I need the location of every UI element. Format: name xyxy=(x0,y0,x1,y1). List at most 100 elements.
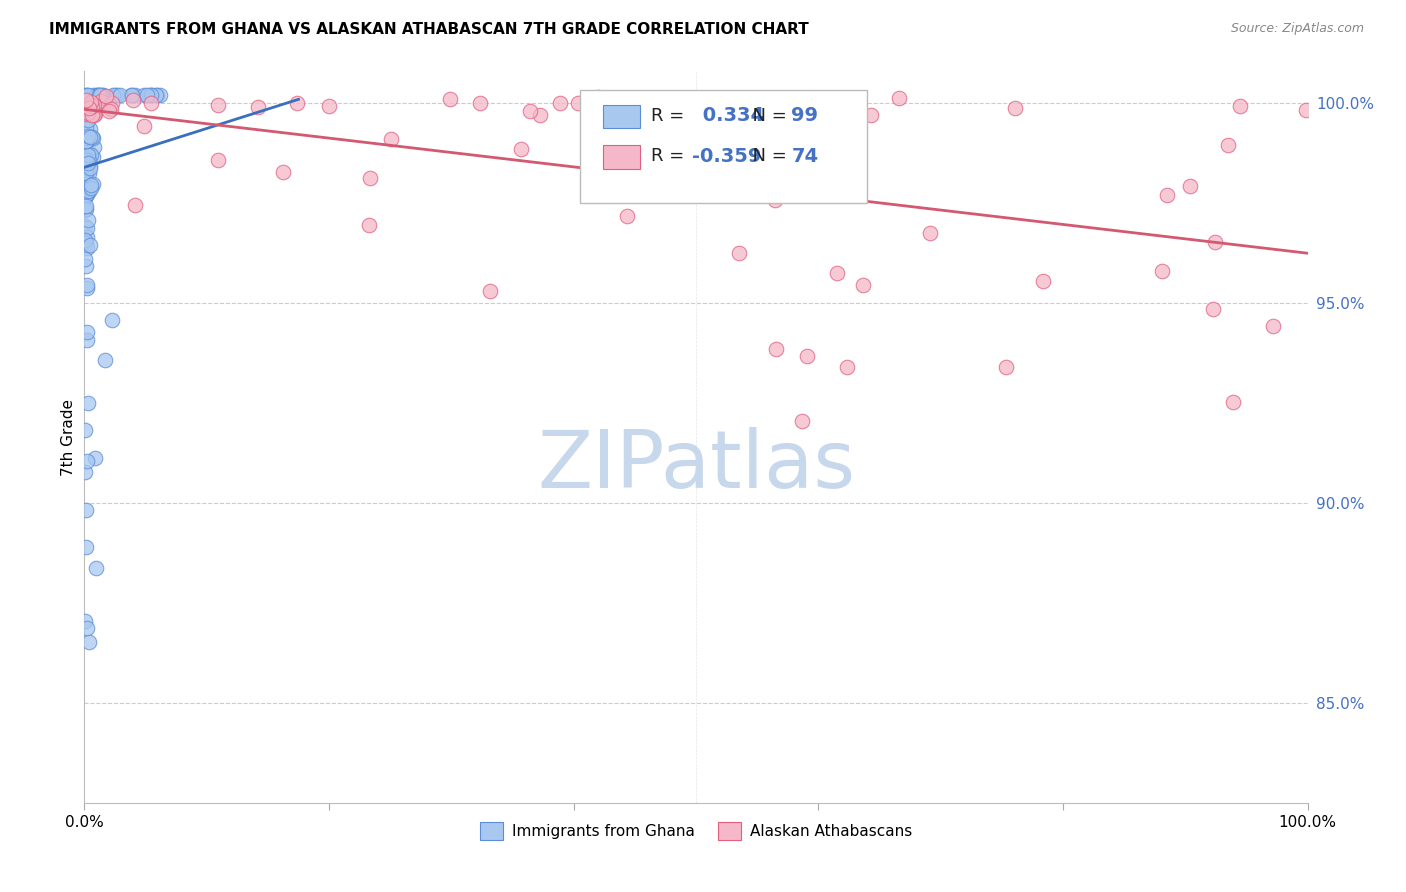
Point xyxy=(79,101,101,115)
Point xyxy=(139,88,162,103)
Point xyxy=(75,188,97,202)
Point xyxy=(859,108,882,122)
Point xyxy=(796,349,818,363)
Point xyxy=(75,93,97,107)
Point xyxy=(82,99,104,113)
Point xyxy=(643,95,665,109)
Point xyxy=(79,97,101,112)
Point xyxy=(146,88,169,103)
Point xyxy=(73,465,96,479)
Point xyxy=(86,88,108,103)
Point xyxy=(887,90,910,104)
Point xyxy=(1295,103,1317,117)
Point xyxy=(75,202,97,217)
Point xyxy=(79,159,101,173)
Point xyxy=(82,88,104,103)
Point xyxy=(79,121,101,136)
Point xyxy=(76,180,98,194)
Point xyxy=(76,278,98,293)
Point xyxy=(77,145,100,159)
Point xyxy=(586,90,609,104)
Point xyxy=(82,107,104,121)
Point xyxy=(75,260,97,274)
Text: 99: 99 xyxy=(792,106,818,126)
Point xyxy=(73,252,96,267)
Point xyxy=(617,96,640,111)
Point xyxy=(763,193,786,207)
Point xyxy=(79,181,101,195)
Point xyxy=(89,88,111,103)
Point xyxy=(707,109,730,123)
Point xyxy=(76,333,98,347)
Point xyxy=(98,101,121,115)
Point xyxy=(83,98,105,112)
FancyBboxPatch shape xyxy=(603,105,640,128)
Point xyxy=(468,96,491,111)
Point xyxy=(76,241,98,255)
Point xyxy=(76,88,98,103)
Point xyxy=(852,277,875,292)
Point xyxy=(108,88,131,103)
Point xyxy=(76,128,98,143)
Point xyxy=(357,218,380,232)
Point xyxy=(75,233,97,247)
Point xyxy=(82,150,104,164)
Point xyxy=(1263,319,1285,334)
Point xyxy=(439,92,461,106)
Point xyxy=(75,183,97,197)
Point xyxy=(529,108,551,122)
Point xyxy=(96,88,118,103)
Point xyxy=(76,621,98,635)
Text: 74: 74 xyxy=(792,146,818,166)
Point xyxy=(1216,138,1239,153)
FancyBboxPatch shape xyxy=(603,145,640,169)
Point xyxy=(845,143,868,157)
Point xyxy=(80,147,103,161)
Point xyxy=(101,88,124,103)
Point xyxy=(132,88,155,103)
Point xyxy=(105,88,128,103)
Point xyxy=(75,503,97,517)
Point xyxy=(82,131,104,145)
Point xyxy=(98,104,121,119)
Point xyxy=(1156,188,1178,202)
Point xyxy=(94,352,117,367)
Point xyxy=(75,187,97,202)
Point xyxy=(149,88,172,103)
Point xyxy=(80,108,103,122)
Point xyxy=(75,199,97,213)
Point xyxy=(77,213,100,227)
Point xyxy=(79,130,101,145)
Point xyxy=(77,106,100,120)
Point xyxy=(1032,274,1054,288)
Point xyxy=(75,120,97,135)
Point xyxy=(1004,101,1026,115)
Point xyxy=(79,161,101,175)
Point xyxy=(567,95,589,110)
Point xyxy=(76,175,98,189)
Point xyxy=(79,185,101,199)
Point xyxy=(87,88,110,103)
Point xyxy=(765,343,787,357)
Point xyxy=(75,166,97,180)
Point xyxy=(100,312,122,326)
Point xyxy=(76,454,98,468)
Point xyxy=(75,614,97,628)
Point xyxy=(84,88,107,103)
Point xyxy=(380,132,402,146)
Point xyxy=(80,95,103,109)
Point xyxy=(835,360,858,375)
Point xyxy=(318,99,340,113)
Point xyxy=(132,120,155,134)
Point xyxy=(79,237,101,252)
Point xyxy=(75,148,97,162)
Point xyxy=(73,166,96,180)
Point xyxy=(76,229,98,244)
Point xyxy=(124,88,146,103)
Point xyxy=(1222,395,1244,409)
Point xyxy=(825,266,848,280)
Point xyxy=(76,103,98,118)
Point xyxy=(77,88,100,103)
Point xyxy=(207,98,229,112)
FancyBboxPatch shape xyxy=(579,90,868,203)
